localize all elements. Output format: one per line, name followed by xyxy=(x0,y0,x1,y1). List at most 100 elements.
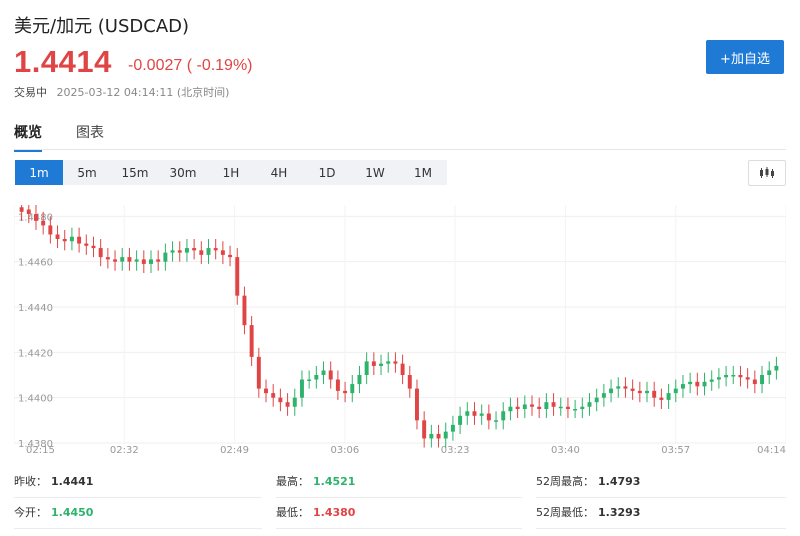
candle-body xyxy=(724,375,729,378)
period-5m[interactable]: 5m xyxy=(77,165,97,180)
high52-label: 52周最高： xyxy=(536,475,594,488)
low52-value: 1.3293 xyxy=(598,505,641,519)
candle-body xyxy=(328,370,333,380)
candle-body xyxy=(285,402,290,407)
candle-body xyxy=(522,404,527,409)
y-tick-label: 1.4420 xyxy=(18,348,53,359)
candle-body xyxy=(113,259,118,262)
price-chart[interactable]: 1.43801.44001.44201.44401.44601.448002:1… xyxy=(13,198,787,456)
tab-chart[interactable]: 图表 xyxy=(76,125,104,141)
chart-type-button[interactable] xyxy=(748,160,786,186)
y-tick-label: 1.4440 xyxy=(18,303,53,314)
candle-body xyxy=(141,259,146,264)
candle-body xyxy=(235,257,240,296)
candle-body xyxy=(645,390,649,394)
candle-body xyxy=(350,384,355,394)
candle-body xyxy=(702,381,707,387)
period-1d[interactable]: 1D xyxy=(318,165,336,180)
x-tick-label: 02:49 xyxy=(220,445,249,455)
candle-body xyxy=(709,379,714,382)
candle-body xyxy=(609,388,614,394)
period-1w[interactable]: 1W xyxy=(365,165,385,180)
instrument-title: 美元/加元 (USDCAD) xyxy=(14,16,190,37)
period-1h[interactable]: 1H xyxy=(222,165,240,180)
stat-high: 最高： 1.4521 xyxy=(276,470,355,492)
candle-body xyxy=(19,207,24,212)
period-4h[interactable]: 4H xyxy=(270,165,288,180)
candle-body xyxy=(530,404,534,407)
high52-value: 1.4793 xyxy=(598,474,641,488)
candle-body xyxy=(228,254,233,258)
candle-body xyxy=(314,375,319,380)
x-tick-label: 03:23 xyxy=(441,445,470,455)
candle-body xyxy=(616,386,621,389)
candle-body xyxy=(199,250,204,255)
candle-body xyxy=(321,370,326,375)
candle-body xyxy=(767,370,772,375)
candle-body xyxy=(184,248,189,253)
candle-body xyxy=(105,257,110,260)
tab-overview[interactable]: 概览 xyxy=(14,120,42,152)
stat-divider xyxy=(276,528,522,529)
candle-body xyxy=(637,390,642,394)
candle-body xyxy=(48,225,53,235)
stat-divider xyxy=(536,497,786,498)
candle-body xyxy=(688,381,693,385)
candle-body xyxy=(601,393,606,398)
timestamp: 2025-03-12 04:14:11 (北京时间) xyxy=(56,86,230,99)
candle-body xyxy=(249,325,254,357)
candle-body xyxy=(91,245,96,249)
period-15m[interactable]: 15m xyxy=(121,165,149,180)
candle-body xyxy=(127,257,132,262)
candle-body xyxy=(479,413,484,416)
period-1m[interactable]: 1m xyxy=(15,160,63,185)
candle-body xyxy=(69,236,74,242)
candle-body xyxy=(544,402,549,409)
stat-divider xyxy=(14,497,262,498)
candlestick-chart: 1.43801.44001.44201.44401.44601.448002:1… xyxy=(13,198,787,456)
x-tick-label: 04:14 xyxy=(757,445,786,455)
period-30m[interactable]: 30m xyxy=(169,165,197,180)
candle-body xyxy=(77,236,82,244)
prev-close-value: 1.4441 xyxy=(51,474,94,488)
low-label: 最低： xyxy=(276,506,309,519)
y-tick-label: 1.4400 xyxy=(18,394,53,405)
candle-body xyxy=(407,375,412,389)
open-label: 今开： xyxy=(14,506,47,519)
candle-body xyxy=(565,406,570,409)
candle-body xyxy=(177,250,182,253)
period-1mo[interactable]: 1M xyxy=(414,165,432,180)
candle-body xyxy=(134,259,139,262)
candle-body xyxy=(716,377,721,380)
candle-body xyxy=(422,420,427,439)
candle-body xyxy=(242,295,247,326)
candle-body xyxy=(414,388,419,421)
candle-body xyxy=(443,431,448,439)
candle-body xyxy=(192,248,197,251)
candle-body xyxy=(33,214,38,221)
candle-body xyxy=(386,361,391,364)
candle-body xyxy=(335,379,340,391)
candle-body xyxy=(450,424,455,432)
candle-body xyxy=(580,406,585,409)
candle-body xyxy=(156,259,161,262)
candle-body xyxy=(573,409,578,411)
candle-body xyxy=(680,384,685,389)
candle-body xyxy=(436,433,441,439)
candle-body xyxy=(400,363,405,375)
candle-body xyxy=(120,257,125,262)
candle-body xyxy=(278,397,283,403)
candle-body xyxy=(213,248,218,251)
candle-body xyxy=(760,375,765,385)
x-tick-label: 03:57 xyxy=(661,445,690,455)
candle-body xyxy=(371,361,376,366)
candle-body xyxy=(299,379,304,398)
add-watchlist-button[interactable]: +加自选 xyxy=(706,40,784,74)
candle-body xyxy=(659,397,664,400)
candle-body xyxy=(594,397,599,403)
candle-body xyxy=(537,406,542,409)
candle-body xyxy=(364,361,369,375)
candle-body xyxy=(264,388,268,394)
candle-body xyxy=(558,406,563,409)
period-selector: 1m 5m 15m 30m 1H 4H 1D 1W 1M xyxy=(15,160,447,185)
